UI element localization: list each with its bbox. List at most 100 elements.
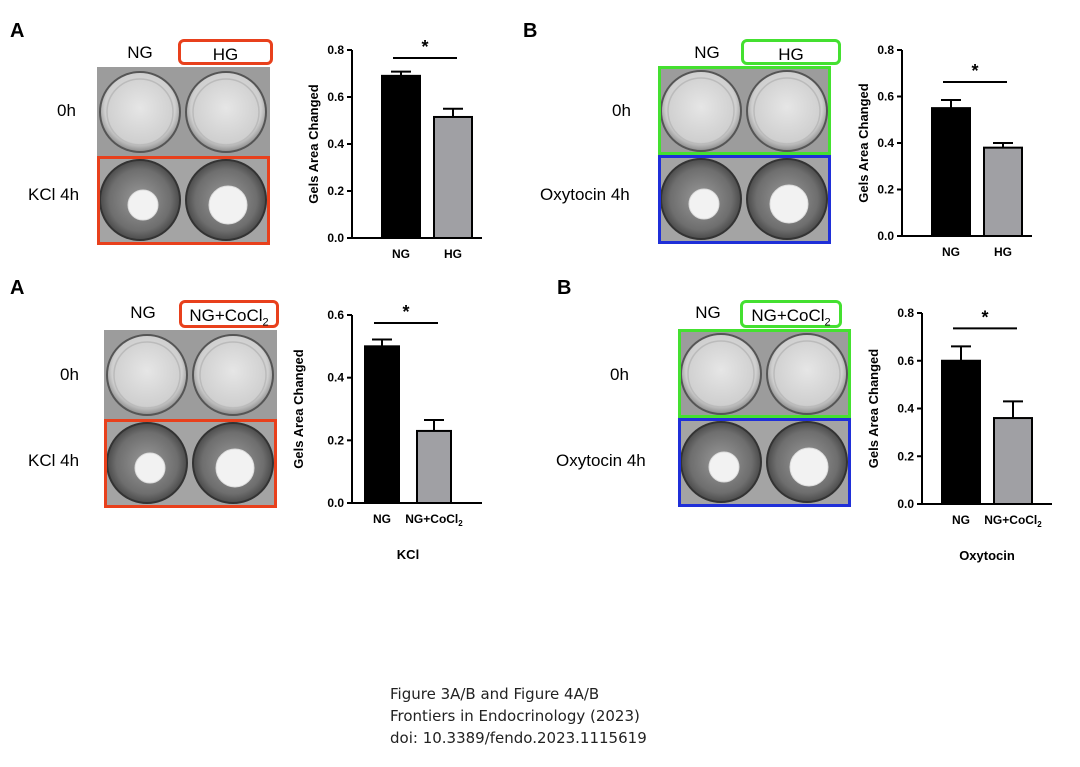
caption-line-figure: Figure 3A/B and Figure 4A/B — [390, 685, 600, 703]
condition-label-control: NG — [695, 303, 721, 322]
row-label-4h: KCl 4h — [28, 451, 80, 470]
y-tick-label: 0.0 — [877, 229, 894, 243]
well-plate-image — [104, 330, 277, 508]
y-tick-label: 0.8 — [897, 306, 914, 320]
significance-star: * — [981, 307, 988, 327]
well-0h-rim — [192, 78, 260, 146]
panel-letter-b-top: B — [523, 20, 538, 42]
category-label: NG — [392, 247, 410, 261]
gel-disc — [769, 184, 809, 224]
figure-caption: Figure 3A/B and Figure 4A/B Frontiers in… — [390, 683, 647, 749]
bar-0 — [931, 107, 971, 237]
frame-4h — [97, 156, 270, 245]
bar-1 — [993, 417, 1033, 505]
gel-disc — [789, 447, 829, 487]
well-0h — [192, 334, 274, 416]
bar-0 — [941, 359, 981, 505]
condition-label-treated: NG+CoCl2 — [179, 300, 279, 328]
y-tick-label: 0.6 — [327, 308, 344, 322]
y-tick-label: 0.4 — [897, 402, 914, 416]
condition-label-control: NG — [127, 43, 153, 62]
row-label-0h: 0h — [60, 365, 79, 384]
well-0h-rim — [106, 78, 174, 146]
well-0h-rim — [687, 340, 755, 408]
y-tick-label: 0.4 — [327, 371, 344, 385]
category-label: HG — [994, 245, 1012, 259]
gel-disc — [208, 185, 248, 225]
row-label-4h: KCl 4h — [28, 185, 80, 204]
row-label-0h: 0h — [612, 101, 631, 120]
bar-1 — [983, 146, 1023, 237]
y-tick-label: 0.8 — [327, 43, 344, 57]
y-tick-label: 0.2 — [877, 183, 894, 197]
x-axis-label: KCl — [397, 547, 419, 562]
gel-disc — [215, 448, 255, 488]
well-0h — [766, 333, 848, 415]
y-axis-label: Gels Area Changed — [856, 83, 871, 203]
y-tick-label: 0.2 — [327, 184, 344, 198]
category-label: NG+CoCl2 — [405, 512, 463, 528]
condition-label-treated: HG — [741, 39, 841, 65]
row-label-0h: 0h — [610, 365, 629, 384]
bar-1 — [433, 115, 473, 239]
y-axis-label: Gels Area Changed — [306, 84, 321, 204]
well-0h — [99, 71, 181, 153]
well-0h-rim — [113, 341, 181, 409]
row-label-4h: Oxytocin 4h — [540, 185, 630, 204]
y-tick-label: 0.0 — [327, 231, 344, 245]
bar-chart: 0.0 0.2 0.4 0.6 0.8 Gels Area Changed NG NG+CoC… — [866, 306, 1052, 563]
category-label: NG — [942, 245, 960, 259]
category-label: NG+CoCl2 — [984, 513, 1042, 529]
y-tick-label: 0.6 — [897, 354, 914, 368]
frame-4h — [104, 419, 277, 508]
well-0h-rim — [667, 77, 735, 145]
condition-label-treated: HG — [178, 39, 273, 65]
row-label-4h: Oxytocin 4h — [556, 451, 646, 470]
panel-letter-a-bottom: A — [10, 277, 25, 299]
y-tick-label: 0.6 — [877, 90, 894, 104]
bar-1 — [416, 429, 452, 504]
well-0h-rim — [773, 340, 841, 408]
y-tick-label: 0.4 — [327, 137, 344, 151]
significance-star: * — [421, 37, 428, 57]
significance-star: * — [402, 302, 409, 322]
well-0h — [680, 333, 762, 415]
well-0h — [746, 70, 828, 152]
well-0h — [660, 70, 742, 152]
condition-label-control: NG — [130, 303, 156, 322]
y-tick-label: 0.6 — [327, 90, 344, 104]
well-0h — [106, 334, 188, 416]
category-label: NG — [952, 513, 970, 527]
condition-label-control: NG — [694, 43, 720, 62]
frame-4h — [658, 155, 831, 244]
y-tick-label: 0.2 — [327, 433, 344, 447]
frame-0h — [658, 66, 831, 155]
bar-0 — [381, 74, 421, 239]
y-tick-label: 0.0 — [327, 496, 344, 510]
x-axis-label: Oxytocin — [959, 548, 1015, 563]
y-axis-label: Gels Area Changed — [291, 349, 306, 469]
gel-disc — [134, 452, 166, 484]
y-tick-label: 0.8 — [877, 43, 894, 57]
well-plate-image — [658, 66, 831, 244]
bar-chart: 0.0 0.2 0.4 0.6 0.8 Gels Area Changed NG HG * — [856, 43, 1032, 259]
well-0h — [185, 71, 267, 153]
well-0h-rim — [753, 77, 821, 145]
bar-chart: 0.0 0.2 0.4 0.6 Gels Area Changed NG NG+CoCl2 *… — [291, 302, 482, 562]
y-axis-label: Gels Area Changed — [866, 349, 881, 469]
bar-chart: 0.0 0.2 0.4 0.6 0.8 Gels Area Changed NG HG * — [306, 37, 482, 261]
row-label-0h: 0h — [57, 101, 76, 120]
well-0h-rim — [199, 341, 267, 409]
caption-line-doi: doi: 10.3389/fendo.2023.1115619 — [390, 729, 647, 747]
category-label: NG — [373, 512, 391, 526]
condition-label-treated: NG+CoCl2 — [740, 300, 842, 328]
gel-disc — [708, 451, 740, 483]
well-plate-image — [678, 329, 851, 507]
well-plate-image — [97, 67, 270, 245]
y-tick-label: 0.2 — [897, 449, 914, 463]
caption-line-journal: Frontiers in Endocrinology (2023) — [390, 707, 640, 725]
bar-0 — [364, 345, 400, 505]
y-tick-label: 0.4 — [877, 136, 894, 150]
category-label: HG — [444, 247, 462, 261]
y-tick-label: 0.0 — [897, 497, 914, 511]
